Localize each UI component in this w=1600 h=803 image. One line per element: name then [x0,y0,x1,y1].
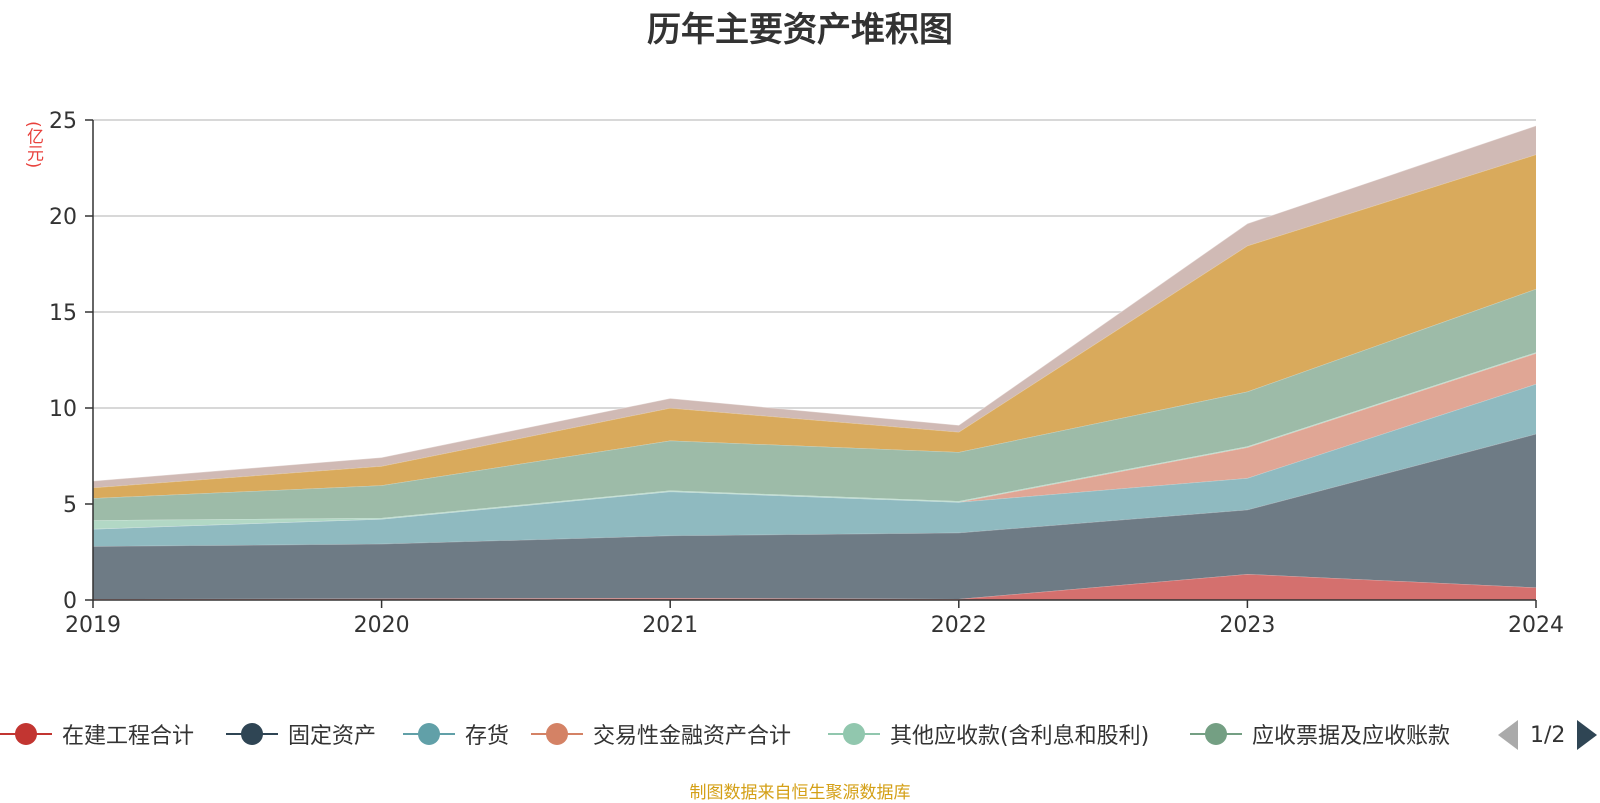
area-series [92,125,1537,600]
legend-pager: 1/2 [1498,717,1598,753]
data-source-note: 制图数据来自恒生聚源数据库 [689,783,911,803]
y-tick-label: 20 [49,205,77,230]
area-edge-8 [92,125,1537,482]
legend-item[interactable]: 存货 [403,712,509,756]
legend-item[interactable]: 在建工程合计 [0,712,194,756]
legend-item[interactable]: 固定资产 [226,712,376,756]
stacked-area-chart: 0 5 10 15 20 25 2019 2020 2021 2022 2023 2024 [49,109,1564,638]
legend-page-indicator: 1/2 [1530,722,1566,748]
legend-label: 在建工程合计 [62,724,195,749]
legend-label: 交易性金融资产合计 [593,724,792,749]
legend-marker-icon [0,722,52,746]
y-tick-label: 10 [49,397,77,422]
y-axis-unit: (亿元) [23,121,43,169]
area-3[interactable] [93,384,1536,547]
legend-label: 存货 [465,724,510,749]
area-6[interactable] [93,288,1536,521]
area-2[interactable] [93,433,1536,600]
x-tick-label: 2019 [65,613,121,638]
legend: 在建工程合计 固定资产 存货 交易性金融资产合计 其他应收款(含利息和股利) 应收票据及应… [0,712,1600,756]
x-tick-label: 2020 [354,613,410,638]
axes: 0 5 10 15 20 25 2019 2020 2021 2022 2023 2024 [49,109,1564,638]
y-tick-label: 5 [63,493,77,518]
legend-label: 其他应收款(含利息和股利) [890,724,1150,749]
area-7[interactable] [93,154,1536,499]
y-tick-label: 15 [49,301,77,326]
legend-item[interactable]: 交易性金融资产合计 [531,712,791,756]
legend-item[interactable]: 其他应收款(含利息和股利) [828,712,1149,756]
legend-prev-arrow-icon[interactable] [1498,720,1518,750]
legend-item[interactable]: 应收票据及应收账款 [1190,712,1450,756]
area-1[interactable] [93,574,1536,600]
legend-label: 固定资产 [288,724,377,749]
x-tick-label: 2022 [931,613,987,638]
legend-marker-icon [403,722,455,746]
chart-title: 历年主要资产堆积图 [647,10,953,50]
legend-marker-icon [828,722,880,746]
legend-marker-icon [226,722,278,746]
legend-marker-icon [1190,722,1242,746]
y-tick-label: 0 [63,589,77,614]
x-tick-label: 2021 [642,613,698,638]
area-8[interactable] [93,125,1536,488]
legend-next-arrow-icon[interactable] [1577,720,1598,750]
x-tick-label: 2023 [1219,613,1275,638]
legend-marker-icon [531,722,583,746]
x-tick-label: 2024 [1508,613,1564,638]
legend-label: 应收票据及应收账款 [1252,724,1451,749]
y-tick-label: 25 [49,109,77,134]
